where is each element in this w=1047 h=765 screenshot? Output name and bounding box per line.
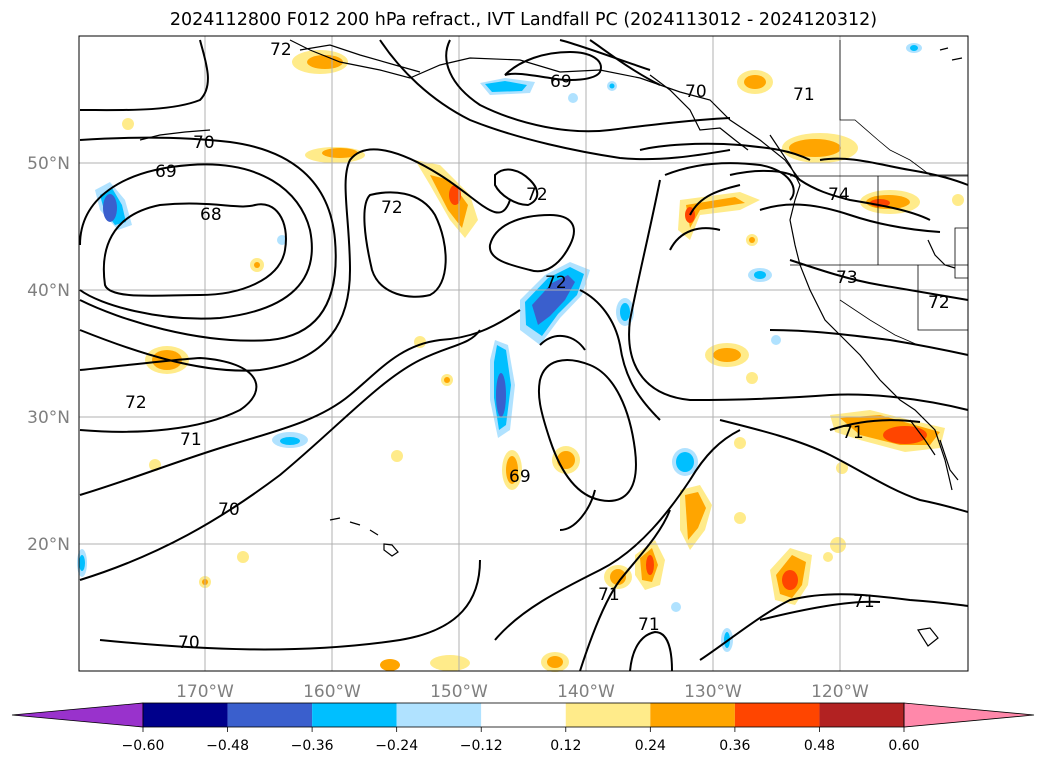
chart-title: 2024112800 F012 200 hPa refract., IVT La… [169,10,878,30]
colorbar-tick-label: 0.60 [888,738,919,754]
lon-label: 160°W [303,682,361,702]
colorbar-segment [312,703,397,727]
contour-label: 70 [178,633,200,653]
contour-label: 71 [638,615,660,635]
map-grid [79,36,968,671]
contour-label: 71 [180,430,202,450]
longitude-labels: 170°W 160°W 150°W 140°W 130°W 120°W [176,682,869,702]
colorbar-segment [396,703,482,727]
colorbar-segment [227,703,313,727]
colorbar-segment [819,703,904,727]
colorbar-segment [650,703,735,727]
colorbar-tick-label: 0.24 [635,738,666,754]
lon-label: 130°W [684,682,742,702]
contour-label: 71 [793,85,815,105]
contour-label: 72 [928,293,950,313]
contour-label: 70 [193,133,215,153]
contour-label: 69 [509,467,531,487]
coastlines [139,39,963,647]
contour-label: 72 [381,198,403,218]
colorbar-tick-label: 0.36 [719,738,750,754]
lon-label: 140°W [557,682,615,702]
colorbar: −0.60 −0.48 −0.36 −0.24 −0.12 0.12 0.24 0.36 0.4… [11,702,1035,754]
colorbar-tick-label: −0.36 [291,738,334,754]
contour-lines [79,39,969,672]
contour-label: 70 [218,500,240,520]
colorbar-segment [565,703,651,727]
colorbar-tick-label: −0.60 [122,738,165,754]
lat-label: 20°N [27,535,70,555]
colorbar-segment [143,703,228,727]
contour-label: 74 [828,185,850,205]
colorbar-extend-high [903,702,1035,728]
contour-label: 72 [270,40,292,60]
colorbar-extend-low [11,702,144,728]
colorbar-tick-label: −0.12 [460,738,503,754]
contour-label: 71 [842,423,864,443]
colorbar-tick-label: −0.48 [206,738,249,754]
contour-label: 70 [685,82,707,102]
contour-label: 68 [200,205,222,225]
colorbar-outline [142,702,905,728]
colorbar-segment [734,703,820,727]
contour-label: 73 [836,268,858,288]
colorbar-tick-label: −0.24 [375,738,418,754]
contour-label: 72 [526,185,548,205]
colorbar-segment [481,703,566,727]
colorbar-tick-label: 0.48 [804,738,835,754]
contour-label-group: 72 69 70 71 70 69 68 72 72 74 73 72 72 7… [125,40,950,653]
contour-label: 71 [598,585,620,605]
contour-label: 71 [853,592,875,612]
contour-label: 72 [545,273,567,293]
latitude-labels: 50°N 40°N 30°N 20°N [27,154,70,555]
lat-label: 40°N [27,281,70,301]
political-borders [790,40,969,346]
contour-label: 69 [550,72,572,92]
map-panel: 72 69 70 71 70 69 68 72 72 74 73 72 72 7… [77,35,969,672]
lat-label: 30°N [27,408,70,428]
contour-label: 69 [155,162,177,182]
lon-label: 170°W [176,682,234,702]
lon-label: 150°W [430,682,488,702]
lat-label: 50°N [27,154,70,174]
contour-label: 72 [125,393,147,413]
colorbar-tick-label: 0.12 [550,738,581,754]
lon-label: 120°W [811,682,869,702]
